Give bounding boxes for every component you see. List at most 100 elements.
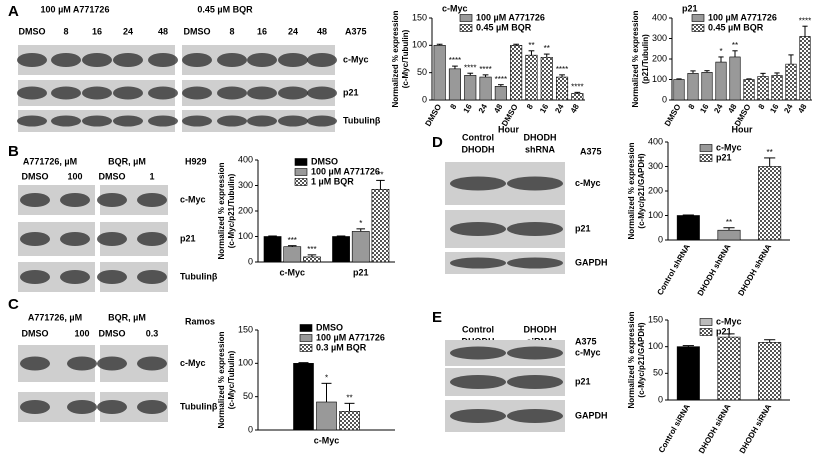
blot-band: [450, 176, 506, 191]
blot-row-label: c-Myc: [575, 178, 601, 188]
blot-band: [507, 375, 563, 389]
blot-band: [507, 176, 563, 191]
bar: [729, 56, 741, 101]
blot-band: [182, 86, 212, 100]
x-tick-label: 48: [726, 102, 739, 115]
blot-band: [17, 115, 47, 127]
x-tick-label: p21: [353, 267, 369, 277]
blot-band: [20, 400, 50, 414]
significance: *: [719, 47, 722, 56]
y-tick-label: 200: [648, 185, 663, 195]
significance: **: [377, 171, 383, 180]
x-tick-label: 24: [782, 102, 795, 115]
y-tick-label: 100: [652, 74, 667, 84]
y-tick-label: 300: [652, 33, 667, 43]
blot-row-label: p21: [575, 376, 591, 386]
blot-band: [307, 86, 337, 100]
blot-band: [51, 53, 81, 67]
blot-row-label: Tubulinβ: [180, 401, 218, 411]
significance: **: [346, 393, 352, 402]
cell-line: A375: [580, 146, 602, 156]
significance: **: [767, 148, 773, 157]
lane-label: 0.3: [146, 328, 159, 338]
x-tick-label: 8: [757, 102, 767, 111]
blot-band: [182, 53, 212, 67]
y-tick-label: 300: [238, 180, 253, 190]
significance: **: [528, 41, 534, 50]
blot-band: [148, 115, 178, 127]
lane-label: 100: [67, 171, 82, 181]
y-tick-label: 400: [652, 12, 667, 22]
y-tick-label: 50: [243, 391, 253, 401]
legend-swatch: [699, 144, 713, 152]
blot-row-label: c-Myc: [575, 347, 601, 357]
bar: [448, 68, 461, 101]
blot-band: [137, 356, 167, 371]
blot-row-label: Tubulinβ: [343, 115, 381, 125]
blot-band: [67, 356, 97, 371]
blot-band: [97, 270, 127, 284]
blot-band: [51, 86, 81, 100]
significance: ****: [479, 65, 491, 74]
blot-band: [97, 193, 127, 207]
significance: ****: [464, 63, 476, 72]
bar: [556, 76, 569, 101]
blot-band: [217, 53, 247, 67]
x-tick-label: c-Myc: [279, 267, 305, 277]
blot-band: [51, 115, 81, 127]
y-axis-label: (c-Myc/p21/GAPDH): [637, 153, 646, 228]
y-axis-label: (c-Myc/p21/Tubulin): [227, 173, 236, 248]
bar: [758, 166, 782, 241]
legend-swatch: [699, 154, 713, 162]
significance: ****: [449, 56, 461, 65]
y-tick-label: 150: [648, 314, 663, 324]
blot-row-label: c-Myc: [180, 194, 206, 204]
bar: [351, 231, 370, 263]
lane-label: DMSO: [22, 171, 49, 181]
legend-swatch: [299, 324, 313, 332]
y-tick-label: 200: [652, 53, 667, 63]
blot-band: [507, 222, 563, 236]
blot-band: [450, 257, 506, 269]
blot-band: [20, 232, 50, 246]
blot-header: DHODH: [524, 132, 557, 142]
blot-header: Control: [462, 324, 494, 334]
lane-label: 100: [74, 328, 89, 338]
legend-label: 100 µM A771726: [316, 332, 385, 342]
y-axis-label: Normalized % expression: [391, 10, 400, 107]
y-tick-label: 200: [238, 205, 253, 215]
blot-band: [97, 232, 127, 246]
panel-letter: E: [432, 309, 442, 326]
blot-header: A771726, µM: [23, 156, 77, 166]
significance: ****: [799, 16, 811, 25]
blot-band: [97, 356, 127, 371]
lane-label: DMSO: [99, 171, 126, 181]
blot-band: [278, 53, 308, 67]
lane-label: 8: [63, 26, 68, 36]
cell-line: Ramos: [185, 316, 215, 326]
y-axis-label: Normalized % expression: [217, 162, 226, 259]
x-tick-label: DMSO: [423, 103, 443, 128]
y-tick-label: 0: [662, 94, 667, 104]
significance: ****: [571, 82, 583, 91]
x-tick-label: 16: [538, 102, 551, 115]
blot-band: [247, 115, 277, 127]
legend-label: c-Myc: [716, 142, 742, 152]
blot-header: DHODH: [462, 144, 495, 154]
legend-label: p21: [716, 326, 732, 336]
legend-swatch: [699, 318, 713, 326]
bar: [283, 246, 302, 263]
legend-label: p21: [716, 152, 732, 162]
significance: **: [726, 218, 732, 227]
y-axis-label: (c-Myc/p21/GAPDH): [637, 322, 646, 397]
x-axis-label: Hour: [732, 124, 753, 134]
bar: [701, 72, 713, 101]
blot-row-label: p21: [575, 223, 591, 233]
significance: **: [544, 44, 550, 53]
y-tick-label: 0: [422, 94, 427, 104]
blot-band: [113, 86, 143, 100]
y-tick-label: 0: [658, 234, 663, 244]
blot-band: [507, 257, 563, 269]
